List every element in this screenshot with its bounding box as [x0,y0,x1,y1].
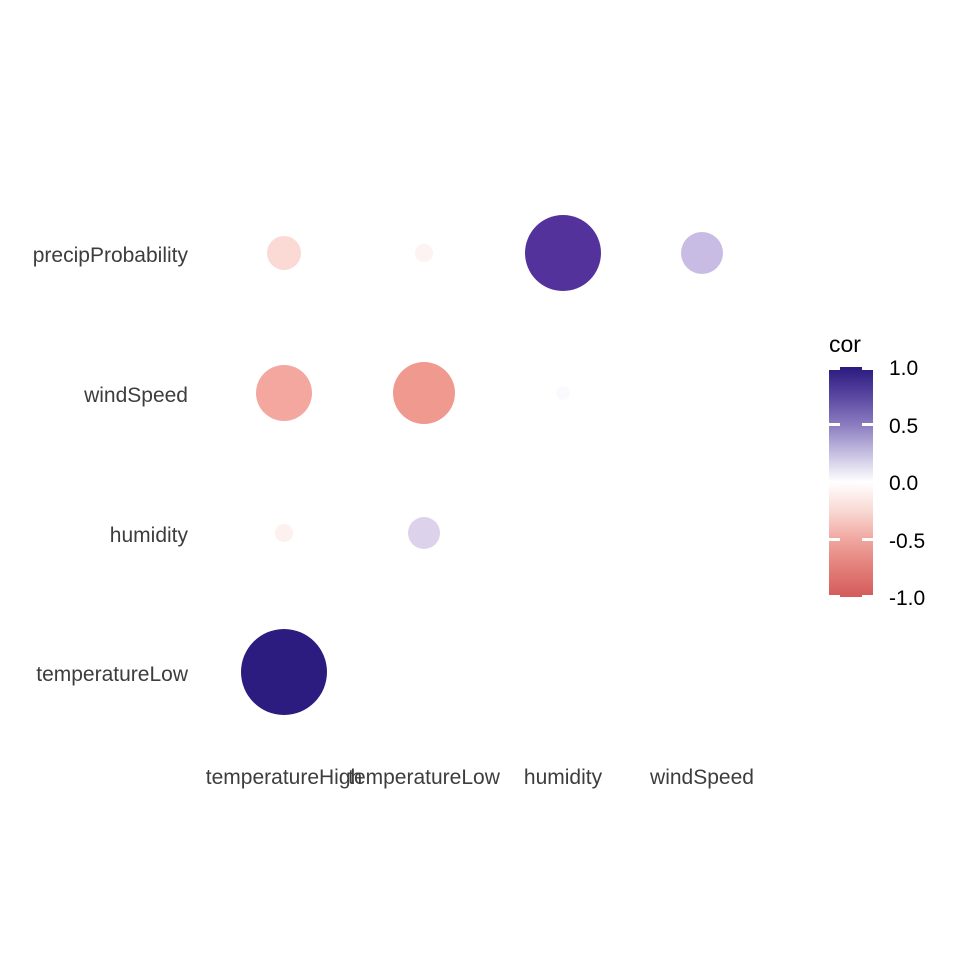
legend-tick--0.5-right [862,538,873,541]
legend-label-0.5: 0.5 [889,414,919,438]
x-axis-label-windSpeed: windSpeed [650,766,754,789]
correlation-bubble-humidity-temperatureHigh [275,524,293,542]
correlation-bubble-precipProbability-humidity [525,215,601,291]
correlation-bubble-humidity-temperatureLow [408,517,440,549]
legend-tick-0.0-right [862,480,873,484]
y-axis-label-temperatureLow: temperatureLow [36,663,188,686]
correlation-bubble-precipProbability-windSpeed [681,232,723,274]
legend-tick-0.5-right [862,423,873,426]
y-axis-label-humidity: humidity [109,524,188,547]
correlation-bubble-precipProbability-temperatureLow [415,244,433,262]
legend-title: cor [829,331,861,357]
legend-tick-0.5-left [829,423,840,426]
correlation-bubble-windSpeed-humidity [556,386,570,400]
correlation-bubble-precipProbability-temperatureHigh [267,236,301,270]
legend-label-0.0: 0.0 [889,472,919,495]
y-axis-label-precipProbability: precipProbability [32,244,188,267]
legend-tick--1.0-left [829,594,840,597]
correlation-bubble-temperatureLow-temperatureHigh [241,629,327,715]
correlation-bubble-windSpeed-temperatureLow [393,362,455,424]
x-axis-label-temperatureHigh: temperatureHigh [205,766,363,789]
legend-tick--0.5-left [829,538,840,541]
legend-label--0.5: -0.5 [889,529,926,553]
x-axis-label-humidity: humidity [523,766,603,789]
legend-label-1.0: 1.0 [889,357,919,380]
legend-tick-1.0-right [862,367,873,370]
x-axis-label-temperatureLow: temperatureLow [348,766,500,789]
legend-colorbar [829,367,873,597]
legend-tick-1.0-left [829,367,840,370]
correlation-bubble-windSpeed-temperatureHigh [256,365,312,421]
y-axis-label-windSpeed: windSpeed [84,384,188,407]
legend-label--1.0: -1.0 [889,587,926,610]
legend-tick--1.0-right [862,594,873,597]
legend-tick-0.0-left [829,480,840,484]
